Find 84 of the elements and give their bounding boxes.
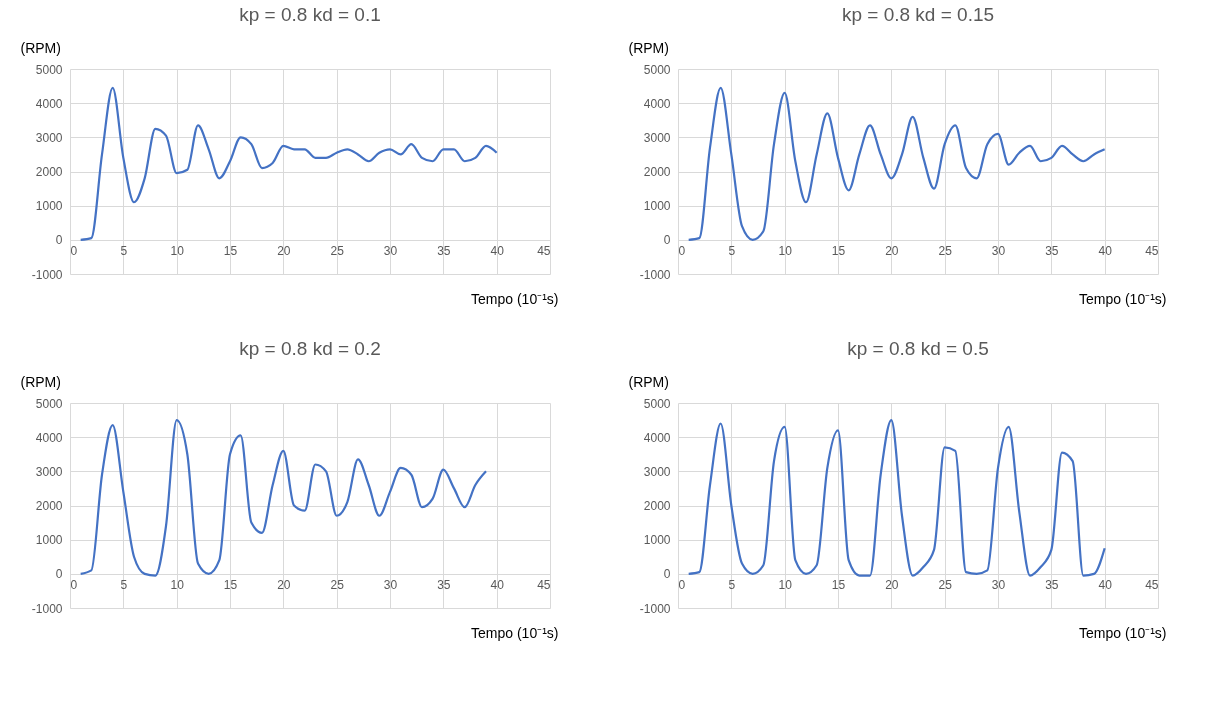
x-tick-label: 45 xyxy=(537,244,551,259)
x-tick-label: 45 xyxy=(1145,244,1159,259)
y-tick-label: 3000 xyxy=(35,464,63,479)
x-tick-label: 40 xyxy=(1098,578,1113,593)
x-tick-label: 15 xyxy=(831,578,846,593)
x-tick-label: 20 xyxy=(277,244,291,259)
y-tick-label: 2000 xyxy=(35,165,63,179)
x-tick-label: 15 xyxy=(223,244,238,259)
y-axis-title: (RPM) xyxy=(20,373,61,390)
y-tick-label: 1000 xyxy=(643,199,671,214)
x-tick-label: 0 xyxy=(70,578,78,593)
x-tick-label: 40 xyxy=(490,578,505,593)
x-tick-label: 10 xyxy=(778,578,793,593)
x-tick-label: 35 xyxy=(1045,578,1059,593)
x-tick-label: 25 xyxy=(938,244,953,259)
y-tick-label: 5000 xyxy=(35,396,63,411)
x-tick-label: 5 xyxy=(120,578,128,593)
y-tick-label: 3000 xyxy=(643,464,671,479)
x-tick-label: 25 xyxy=(330,578,345,593)
y-tick-label: 1000 xyxy=(35,199,63,214)
x-tick-label: 5 xyxy=(120,244,128,259)
y-tick-label: -1000 xyxy=(31,601,63,616)
y-tick-label: 1000 xyxy=(643,533,671,548)
x-axis-title: Tempo (10⁻¹s) xyxy=(471,290,559,307)
y-tick-label: 5000 xyxy=(35,62,63,77)
x-tick-label: 25 xyxy=(330,244,345,259)
line-series xyxy=(79,418,488,577)
x-tick-label: 10 xyxy=(170,578,185,593)
x-tick-label: 30 xyxy=(991,578,1006,593)
x-tick-label: 15 xyxy=(831,244,846,259)
x-tick-label: 20 xyxy=(885,244,899,259)
x-tick-label: 45 xyxy=(537,578,551,593)
chart-title: kp = 0.8 kd = 0.1 xyxy=(239,4,381,25)
y-tick-label: 3000 xyxy=(35,130,63,145)
x-tick-label: 5 xyxy=(728,244,736,259)
y-tick-label: 0 xyxy=(55,233,63,248)
x-tick-label: 30 xyxy=(991,244,1006,259)
y-tick-label: 2000 xyxy=(643,499,671,513)
x-tick-label: 35 xyxy=(437,244,451,259)
y-axis-title: (RPM) xyxy=(20,39,61,56)
x-axis-title: Tempo (10⁻¹s) xyxy=(471,624,559,641)
line-series xyxy=(687,418,1106,577)
x-tick-label: 40 xyxy=(490,244,505,259)
x-tick-label: 0 xyxy=(678,578,686,593)
x-tick-label: 30 xyxy=(383,578,398,593)
y-tick-label: 0 xyxy=(55,567,63,582)
y-tick-label: 2000 xyxy=(35,499,63,513)
y-tick-label: 5000 xyxy=(643,396,671,411)
y-axis-title: (RPM) xyxy=(628,373,669,390)
y-tick-label: 4000 xyxy=(643,430,671,445)
x-tick-label: 20 xyxy=(885,578,899,593)
chart-title: kp = 0.8 kd = 0.5 xyxy=(847,338,989,359)
x-tick-label: 30 xyxy=(383,244,398,259)
x-tick-label: 35 xyxy=(437,578,451,593)
y-tick-label: 4000 xyxy=(35,96,63,111)
y-tick-label: -1000 xyxy=(31,267,63,282)
y-tick-label: -1000 xyxy=(639,601,671,616)
x-tick-label: 15 xyxy=(223,578,238,593)
x-tick-label: 20 xyxy=(277,578,291,593)
y-tick-label: 0 xyxy=(663,567,671,582)
x-tick-label: 40 xyxy=(1098,244,1113,259)
x-tick-label: 5 xyxy=(728,578,736,593)
x-axis-title: Tempo (10⁻¹s) xyxy=(1079,290,1167,307)
x-tick-label: 10 xyxy=(170,244,185,259)
y-tick-label: 1000 xyxy=(35,533,63,548)
x-tick-label: 0 xyxy=(70,244,78,259)
line-series xyxy=(687,86,1106,241)
line-series xyxy=(79,86,498,241)
y-tick-label: 4000 xyxy=(643,96,671,111)
x-tick-label: 45 xyxy=(1145,578,1159,593)
x-axis-title: Tempo (10⁻¹s) xyxy=(1079,624,1167,641)
x-tick-label: 10 xyxy=(778,244,793,259)
x-tick-label: 25 xyxy=(938,578,953,593)
y-axis-title: (RPM) xyxy=(628,39,669,56)
y-tick-label: 5000 xyxy=(643,62,671,77)
y-tick-label: 3000 xyxy=(643,130,671,145)
y-tick-label: 2000 xyxy=(643,165,671,179)
y-tick-label: 0 xyxy=(663,233,671,248)
x-tick-label: 0 xyxy=(678,244,686,259)
x-tick-label: 35 xyxy=(1045,244,1059,259)
y-tick-label: -1000 xyxy=(639,267,671,282)
chart-title: kp = 0.8 kd = 0.2 xyxy=(239,338,381,359)
y-tick-label: 4000 xyxy=(35,430,63,445)
chart-title: kp = 0.8 kd = 0.15 xyxy=(841,4,995,25)
